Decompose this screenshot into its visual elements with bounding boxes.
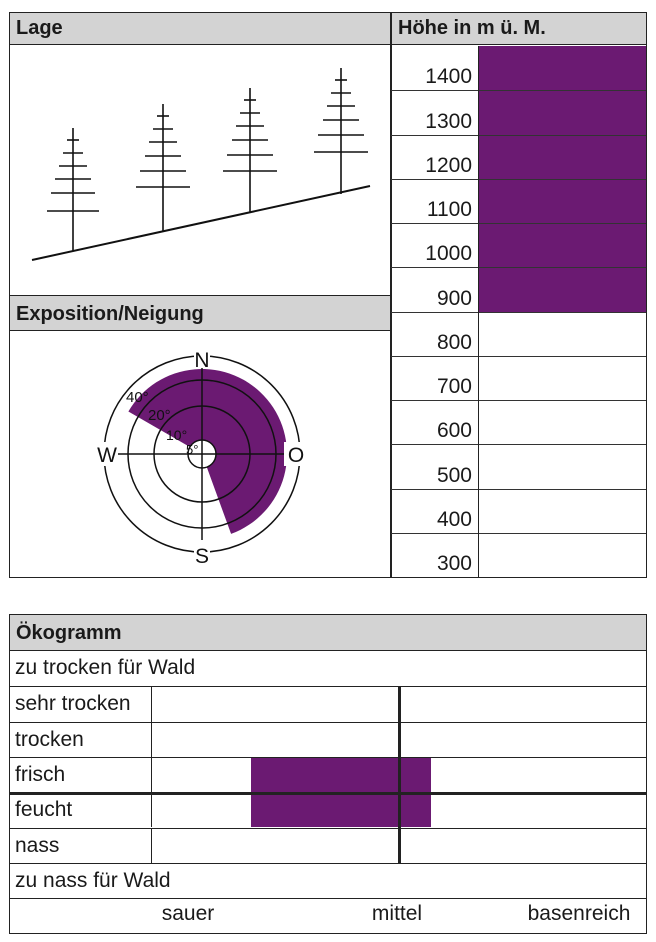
oekogramm-axis-row: sauer mittel basenreich: [10, 898, 646, 933]
oekogramm-mittel-line: [398, 686, 402, 863]
oekogramm-axis-label: basenreich: [527, 902, 631, 926]
exposition-header: Exposition/Neigung: [10, 295, 390, 331]
compass-label-south: S: [195, 545, 209, 568]
oekogramm-row: sehr trocken: [10, 686, 646, 722]
oekogramm-row-label: feucht: [15, 798, 73, 822]
altitude-row: 300: [391, 532, 646, 577]
oekogramm-row-label: nass: [15, 833, 60, 857]
oekogramm-panel: [9, 614, 647, 934]
altitude-row: 1100: [391, 178, 646, 223]
altitude-row: 500: [391, 444, 646, 488]
exposition-rose: N S W O 40° 20° 10° 5°: [97, 346, 304, 568]
oekogramm-row: frisch: [10, 756, 646, 793]
ring-label-10: 10°: [166, 427, 187, 443]
oekogramm-label-divider: [151, 722, 152, 757]
oekogramm-row-label: frisch: [15, 762, 66, 786]
oekogramm-row: zu nass für Wald: [10, 862, 646, 898]
altitude-label: 1100: [426, 198, 472, 221]
tree-2: [136, 104, 190, 232]
altitude-row: 600: [391, 400, 646, 444]
oekogramm-grid: zu trocken für Wald sehr trocken trocken fr…: [10, 651, 646, 933]
tree-1: [47, 128, 99, 251]
oekogramm-row-label: trocken: [15, 727, 84, 751]
altitude-label-divider: [478, 46, 479, 577]
exposition-sector: [128, 369, 287, 534]
oekogramm-axis-label: sauer: [161, 902, 215, 926]
altitude-row: 400: [391, 488, 646, 533]
altitude-row: 900: [391, 267, 646, 311]
hoehe-title: Höhe in m ü. M.: [398, 17, 546, 39]
altitude-label: 700: [436, 375, 472, 398]
slope-illustration: [31, 68, 371, 261]
ring-label-20: 20°: [148, 407, 171, 424]
oekogramm-label-divider: [151, 757, 152, 793]
lage-header: Lage: [10, 13, 391, 45]
altitude-column: 1400 1300 1200 1100 1000 900 800 700 600 500 400 30…: [391, 46, 646, 577]
altitude-label: 400: [436, 507, 472, 531]
oekogramm-header: Ökogramm: [10, 615, 646, 651]
altitude-label: 500: [436, 463, 472, 487]
oekogramm-title: Ökogramm: [16, 622, 122, 644]
altitude-label: 1400: [425, 65, 472, 89]
altitude-row: 1000: [391, 223, 646, 267]
altitude-row: 1200: [391, 134, 646, 179]
hoehe-header: Höhe in m ü. M.: [392, 13, 646, 45]
oekogramm-row: zu trocken für Wald: [10, 651, 646, 686]
altitude-label: 900: [436, 286, 472, 310]
altitude-row: 800: [391, 311, 646, 356]
compass-label-north: N: [194, 349, 209, 372]
ring-label-40: 40°: [126, 389, 149, 406]
column-divider: [390, 13, 392, 577]
tree-3: [223, 88, 277, 213]
tree-4: [314, 68, 368, 194]
altitude-row: 700: [391, 355, 646, 400]
altitude-label: 1300: [425, 109, 472, 133]
altitude-row: 1400: [391, 46, 646, 90]
oekogramm-label-divider: [151, 828, 152, 863]
top-panel: [9, 12, 647, 578]
oekogramm-label-divider: [151, 795, 152, 828]
altitude-label: 1000: [425, 242, 472, 266]
altitude-row: 1300: [391, 90, 646, 134]
oekogramm-row-label: sehr trocken: [15, 692, 131, 716]
altitude-label: 600: [436, 419, 472, 443]
oekogramm-row: trocken: [10, 721, 646, 757]
oekogramm-label-divider: [151, 687, 152, 722]
oekogramm-axis-label: mittel: [371, 902, 423, 926]
oekogramm-row: feucht: [10, 792, 646, 828]
compass-label-east: O: [288, 444, 304, 467]
lage-title: Lage: [16, 17, 63, 39]
altitude-label: 800: [436, 330, 472, 354]
altitude-label: 300: [436, 552, 472, 575]
exposition-title: Exposition/Neigung: [16, 303, 204, 325]
altitude-rows: 1400 1300 1200 1100 1000 900 800 700 600 500 400 30…: [391, 46, 646, 577]
compass-label-west: W: [97, 444, 117, 467]
altitude-label: 1200: [425, 153, 472, 177]
oekogramm-row-label: zu nass für Wald: [15, 868, 171, 892]
oekogramm-row: nass: [10, 827, 646, 863]
ring-label-5: 5°: [186, 442, 198, 457]
oekogramm-row-label: zu trocken für Wald: [15, 656, 196, 679]
